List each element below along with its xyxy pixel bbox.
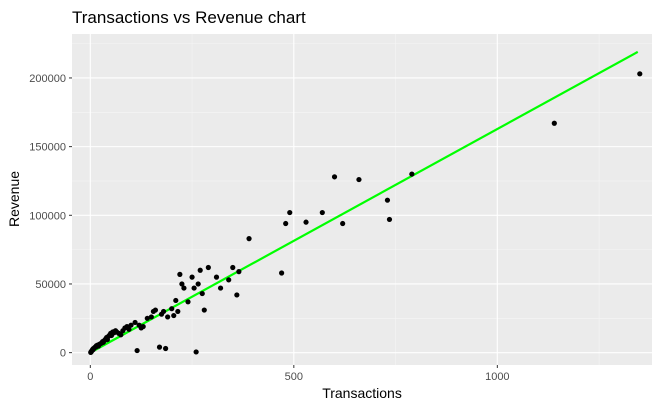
data-point [156,344,163,350]
points-layer [88,71,643,355]
y-axis-title: Revenue [6,171,22,227]
data-point [356,176,362,183]
data-point [217,285,224,291]
data-point [197,267,203,273]
data-point [185,299,191,305]
data-point [303,219,309,225]
data-point [340,220,346,227]
y-tick-label: 0 [60,348,66,360]
data-point [126,326,132,332]
trend-line [89,50,639,354]
data-point [132,319,138,326]
data-point [201,307,207,313]
data-point [287,209,293,216]
x-axis-title: Transactions [322,385,402,401]
data-point [279,270,285,276]
data-point [331,174,338,180]
data-point [234,292,240,298]
y-tick-label: 100000 [29,210,66,222]
data-point [195,281,201,287]
x-tick-label: 1000 [485,371,509,383]
data-point [191,285,197,291]
chart-title: Transactions vs Revenue chart [72,8,306,27]
data-point [199,290,205,297]
data-point [177,271,183,277]
data-point [181,285,187,291]
y-tick-label: 50000 [35,279,66,291]
major-gridlines [72,34,652,365]
data-point [236,269,242,275]
data-point [205,264,211,271]
data-point [165,314,171,320]
y-axis-ticks: 0 50000 100000 150000 200000 [29,73,72,360]
data-point [226,277,232,283]
data-point [144,315,150,321]
data-point [409,171,415,177]
data-point [246,236,252,242]
data-point [193,349,199,355]
data-point [384,197,391,203]
y-tick-label: 150000 [29,142,66,154]
data-point [283,220,289,227]
data-point [179,281,185,287]
x-tick-label: 500 [285,371,303,383]
data-point [163,345,169,352]
data-point [140,323,146,330]
trend-line-layer [89,50,639,354]
x-axis-ticks: 0 500 1000 [87,365,510,383]
data-point [160,308,167,315]
data-point [551,120,557,126]
data-point [213,274,220,280]
data-point [319,209,325,216]
data-point [173,297,179,304]
x-tick-label: 0 [87,371,93,383]
y-tick-label: 200000 [29,73,66,85]
data-point [189,274,195,280]
data-point [169,306,175,312]
data-point [171,312,177,319]
data-point [134,347,140,354]
data-point [175,308,181,315]
data-point [128,322,134,328]
data-point [386,216,393,223]
data-point [230,264,236,271]
data-point [637,71,643,77]
data-point [118,332,124,338]
data-point [148,314,154,320]
data-point [152,307,159,313]
